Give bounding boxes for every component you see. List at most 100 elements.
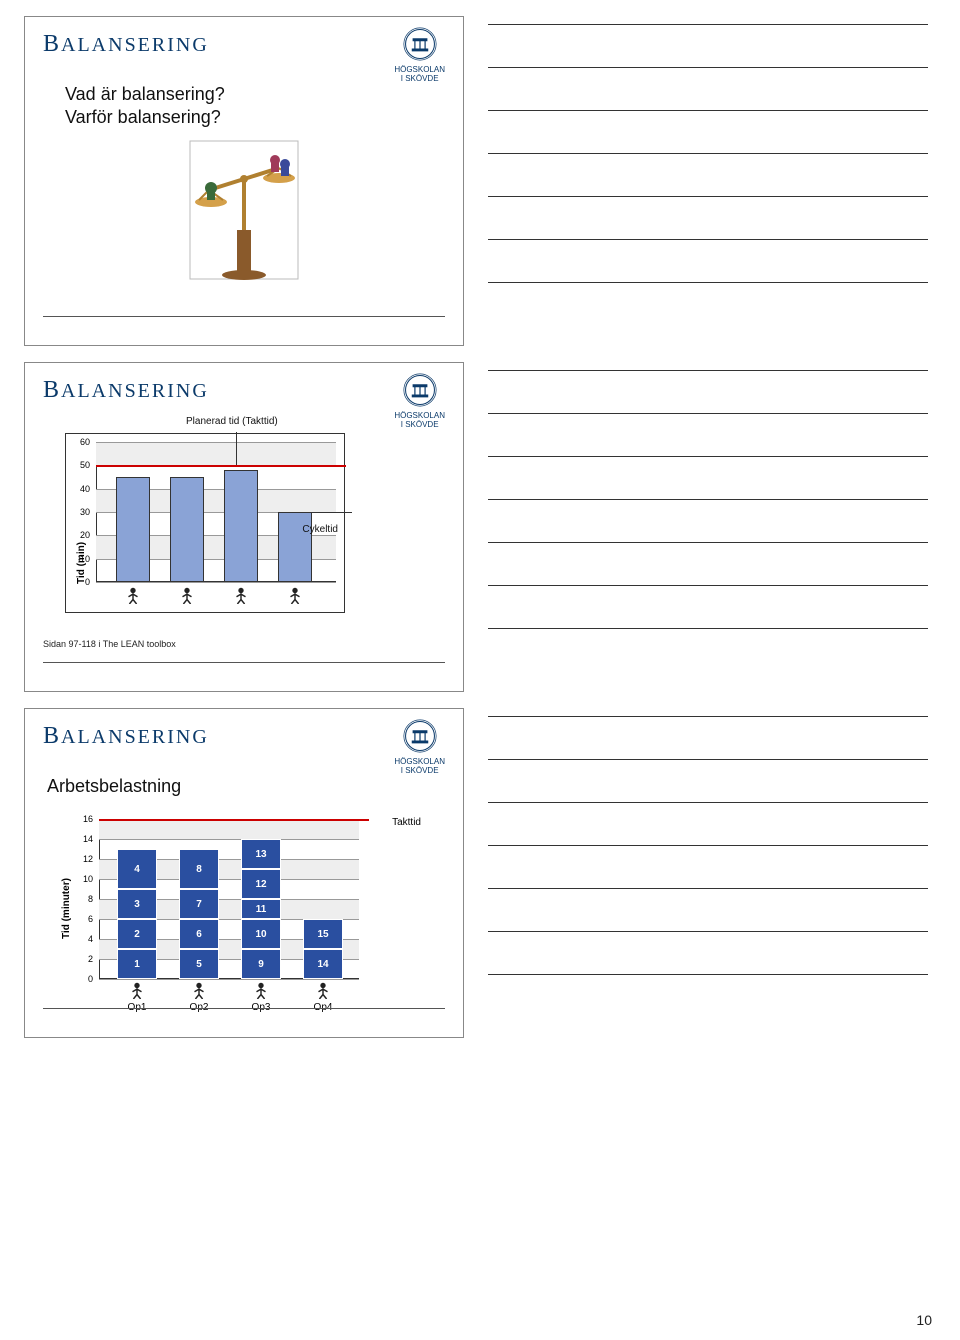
y-tick: 16 — [73, 814, 93, 824]
university-crest-icon — [403, 719, 437, 753]
note-line — [488, 499, 928, 500]
y-tick: 30 — [70, 507, 90, 517]
stack-segment: 5 — [179, 949, 219, 979]
worker-icon — [232, 586, 250, 604]
takt-chart: Tid (min) Planerad tid (Takttid) 0102030… — [65, 433, 345, 613]
notes-area-3 — [488, 708, 928, 1038]
bar — [170, 477, 204, 582]
y-tick: 14 — [73, 834, 93, 844]
stack-segment: 11 — [241, 899, 281, 919]
question-1: Vad är balansering? — [65, 84, 445, 105]
slide-1: BALANSERING HÖGSKOLAN I SKÖVDE Vad är ba… — [24, 16, 464, 346]
y-tick: 6 — [73, 914, 93, 924]
takt-line — [99, 819, 369, 821]
plot-area: 0102030405060 — [96, 442, 336, 582]
slide-divider — [43, 1008, 445, 1009]
bar — [116, 477, 150, 582]
note-line — [488, 845, 928, 846]
slide-divider — [43, 662, 445, 663]
y-tick: 8 — [73, 894, 93, 904]
stack-segment: 15 — [303, 919, 343, 949]
y-tick: 10 — [70, 554, 90, 564]
slide-title: BALANSERING — [43, 377, 445, 404]
y-axis-label: Tid (minuter) — [61, 878, 72, 939]
worker-icon — [124, 586, 142, 604]
note-line — [488, 239, 928, 240]
stack-segment: 12 — [241, 869, 281, 899]
question-2: Varför balansering? — [65, 107, 445, 128]
note-line — [488, 974, 928, 975]
worker-icon — [190, 981, 208, 999]
planerad-tid-label: Planerad tid (Takttid) — [186, 416, 278, 427]
note-line — [488, 802, 928, 803]
worker-icon — [252, 981, 270, 999]
worker-icon — [128, 981, 146, 999]
note-line — [488, 413, 928, 414]
logo-line2: I SKÖVDE — [394, 767, 445, 776]
y-tick: 2 — [73, 954, 93, 964]
y-tick: 0 — [70, 577, 90, 587]
slide-title: BALANSERING — [43, 31, 445, 58]
note-line — [488, 931, 928, 932]
worker-icon — [178, 586, 196, 604]
y-tick: 40 — [70, 484, 90, 494]
stack-segment: 2 — [117, 919, 157, 949]
stack-segment: 10 — [241, 919, 281, 949]
logo: HÖGSKOLAN I SKÖVDE — [394, 27, 445, 83]
note-line — [488, 370, 928, 371]
stack-segment: 13 — [241, 839, 281, 869]
y-tick: 60 — [70, 437, 90, 447]
note-line — [488, 282, 928, 283]
y-tick: 20 — [70, 530, 90, 540]
logo: HÖGSKOLAN I SKÖVDE — [394, 373, 445, 429]
note-line — [488, 628, 928, 629]
slide-3: BALANSERING HÖGSKOLAN I SKÖVDE Arbetsbel… — [24, 708, 464, 1038]
y-tick: 12 — [73, 854, 93, 864]
slide-title: BALANSERING — [43, 723, 445, 750]
y-tick: 10 — [73, 874, 93, 884]
y-tick: 50 — [70, 460, 90, 470]
worker-icon — [314, 981, 332, 999]
note-line — [488, 196, 928, 197]
stack-segment: 7 — [179, 889, 219, 919]
note-line — [488, 888, 928, 889]
arbetsbelastning-heading: Arbetsbelastning — [47, 776, 445, 797]
stack-segment: 14 — [303, 949, 343, 979]
takt-line — [96, 465, 346, 467]
stack-segment: 3 — [117, 889, 157, 919]
stack-segment: 4 — [117, 849, 157, 889]
cykeltid-label: Cykeltid — [302, 524, 338, 535]
balance-scale-illustration — [189, 140, 299, 280]
y-tick: 0 — [73, 974, 93, 984]
note-line — [488, 67, 928, 68]
slide-2: BALANSERING HÖGSKOLAN I SKÖVDE Tid (min)… — [24, 362, 464, 692]
stack-segment: 9 — [241, 949, 281, 979]
stack-segment: 1 — [117, 949, 157, 979]
workload-chart: Tid (minuter) 02468101214161234Op15678Op… — [75, 819, 375, 999]
note-line — [488, 110, 928, 111]
stack-segment: 6 — [179, 919, 219, 949]
university-crest-icon — [403, 27, 437, 61]
footnote: Sidan 97-118 i The LEAN toolbox — [43, 639, 176, 649]
notes-area-1 — [488, 16, 928, 346]
note-line — [488, 542, 928, 543]
note-line — [488, 759, 928, 760]
note-line — [488, 24, 928, 25]
takttid-label: Takttid — [392, 817, 421, 828]
note-line — [488, 585, 928, 586]
notes-area-2 — [488, 362, 928, 692]
worker-icon — [286, 586, 304, 604]
plot-area: 02468101214161234Op15678Op2910111213Op31… — [99, 819, 359, 979]
logo: HÖGSKOLAN I SKÖVDE — [394, 719, 445, 775]
page-number: 10 — [916, 1312, 932, 1328]
logo-line2: I SKÖVDE — [394, 421, 445, 430]
stack-segment: 8 — [179, 849, 219, 889]
note-line — [488, 456, 928, 457]
logo-line2: I SKÖVDE — [394, 75, 445, 84]
y-tick: 4 — [73, 934, 93, 944]
slide-divider — [43, 316, 445, 317]
bar — [224, 470, 258, 582]
note-line — [488, 153, 928, 154]
bar — [278, 512, 312, 582]
note-line — [488, 716, 928, 717]
